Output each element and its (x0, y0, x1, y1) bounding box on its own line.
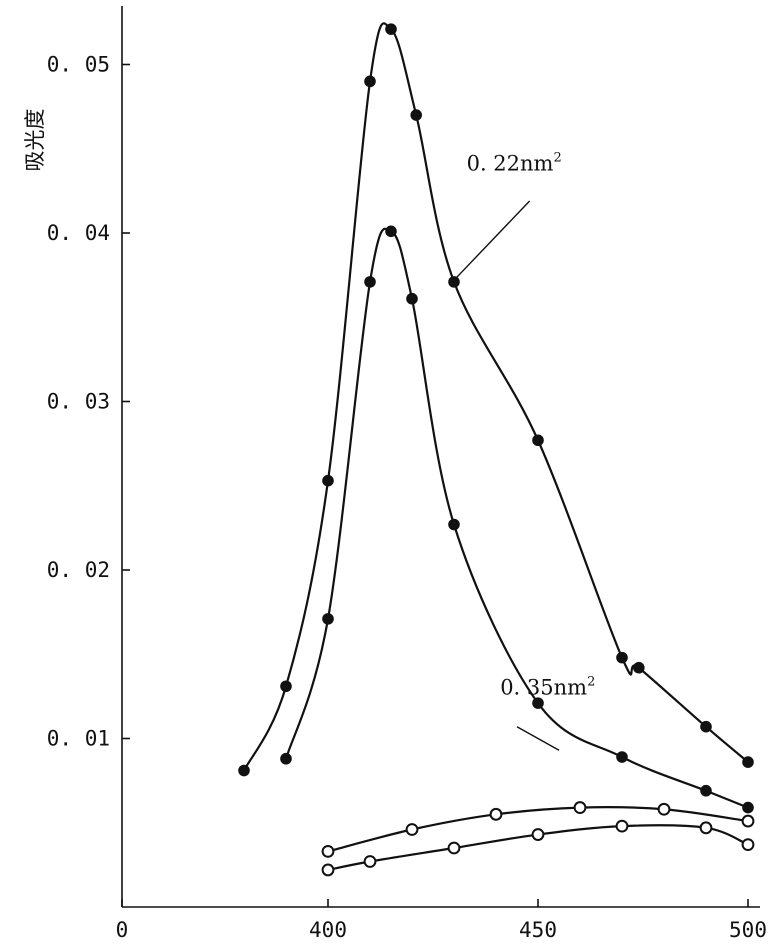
curves (243, 22, 749, 872)
series-2-point (406, 292, 418, 305)
x-tick-label: 500 (729, 918, 767, 942)
x-tick-label: 450 (519, 918, 557, 942)
y-tick-label: 0. 03 (47, 390, 110, 414)
y-tick-label: 0. 04 (47, 221, 110, 245)
series-3-point (321, 844, 335, 858)
series-4-point (531, 828, 545, 841)
series-1-point (322, 474, 334, 487)
series-4-point (615, 819, 629, 833)
series-1-point (633, 661, 645, 674)
x-tick-label: 0 (116, 918, 129, 942)
annotation-text: 0. 22nm (467, 152, 554, 176)
y-tick-label: 0. 05 (47, 53, 110, 77)
annotation-leader (516, 726, 560, 751)
series-1-point (742, 756, 754, 768)
series-1-point (385, 23, 397, 35)
annotation-label: 0. 35nm2 (500, 675, 595, 700)
series-1-point (238, 764, 250, 777)
series-3-point (489, 807, 503, 821)
annotation-label: 0. 22nm2 (467, 151, 562, 176)
markers (238, 23, 755, 877)
annotation-leader (453, 200, 531, 281)
series-3-point (741, 814, 755, 828)
ticks: 0 400 450 500 0. 01 0. 02 0. 03 0. 04 0. 05 (47, 53, 767, 943)
series-1-point (616, 651, 628, 664)
axes (121, 6, 760, 908)
series-1-line (243, 22, 749, 772)
series-1-point (280, 680, 292, 693)
y-axis-label: 吸光度 (23, 109, 47, 172)
series-2-point (385, 225, 397, 238)
annotation-text: 0. 35nm (500, 676, 587, 700)
series-4-point (363, 855, 377, 868)
annotation-superscript: 2 (553, 151, 561, 166)
series-1-point (410, 109, 423, 121)
series-3-point (405, 823, 419, 836)
series-2-line (284, 227, 749, 809)
y-tick-label: 0. 02 (47, 558, 110, 582)
series-4-point (741, 838, 755, 852)
series-3-line (327, 806, 749, 853)
series-4-point (699, 821, 713, 835)
series-2-point (322, 613, 334, 625)
x-tick-label: 400 (309, 918, 347, 942)
series-2-point (616, 751, 628, 763)
series-1-point (448, 276, 460, 288)
annotation-superscript: 2 (587, 675, 595, 690)
series-1-point (364, 75, 376, 88)
series-4-point (447, 841, 461, 855)
series-3-point (657, 802, 671, 816)
series-2-point (364, 276, 376, 288)
series-2-point (280, 752, 292, 765)
series-4-point (321, 863, 335, 877)
series-1-point (700, 720, 712, 733)
series-2-point (532, 697, 544, 709)
series-3-point (573, 801, 587, 814)
series-1-point (532, 434, 544, 447)
series-2-point (700, 784, 712, 797)
series-2-point (448, 518, 460, 531)
series-2-point (742, 801, 754, 814)
y-tick-label: 0. 01 (47, 727, 110, 751)
